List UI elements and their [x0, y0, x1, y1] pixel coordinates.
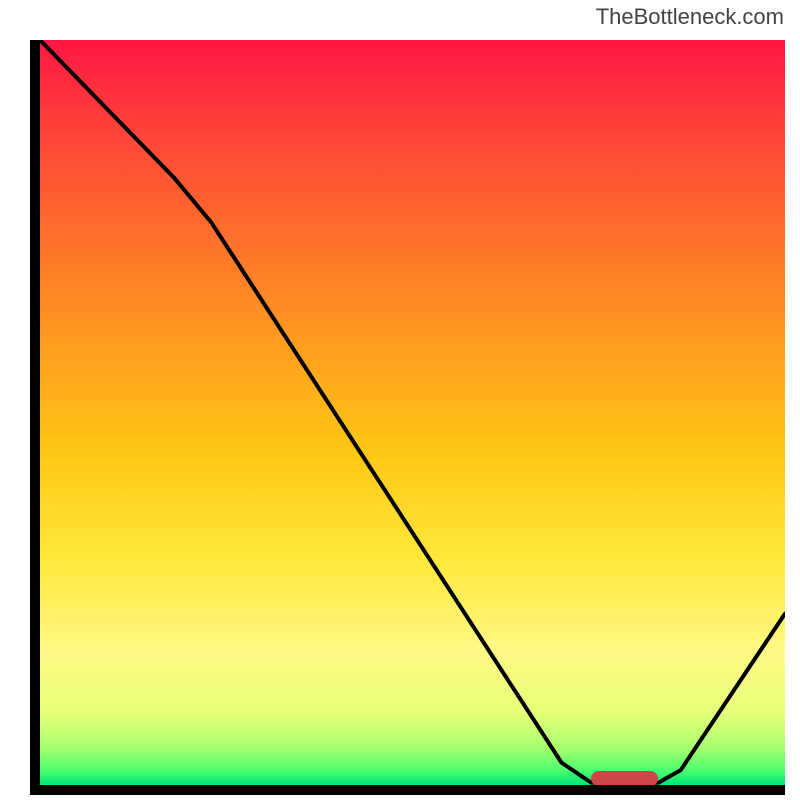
chart-container: TheBottleneck.com	[0, 0, 800, 800]
optimal-range-marker	[591, 771, 658, 786]
x-axis	[30, 785, 785, 795]
gradient-background	[40, 40, 785, 785]
attribution-label: TheBottleneck.com	[596, 4, 784, 30]
plot-area	[40, 40, 785, 785]
y-axis	[30, 40, 40, 795]
